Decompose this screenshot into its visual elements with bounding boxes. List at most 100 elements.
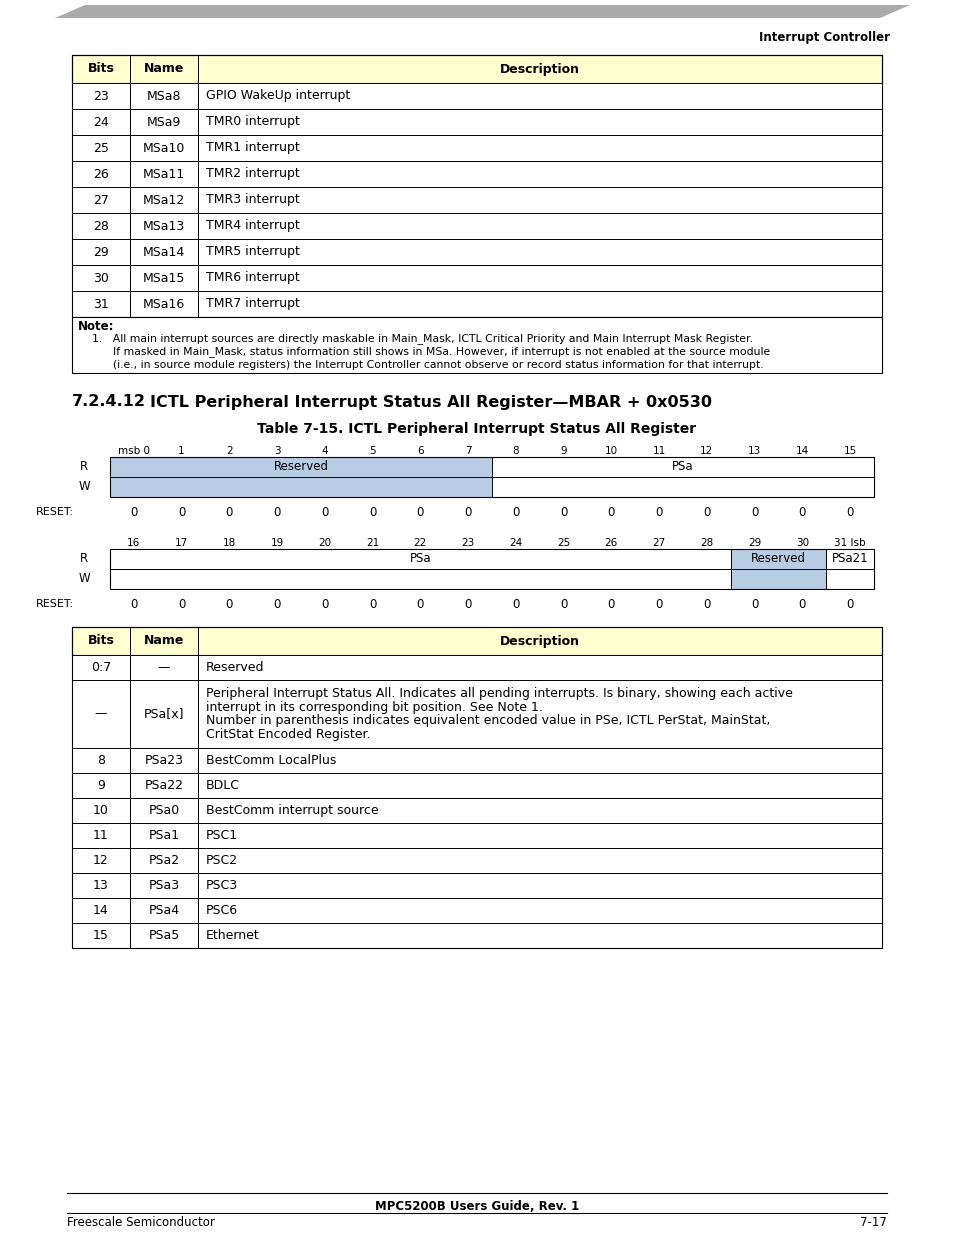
Text: 0: 0 <box>798 598 805 610</box>
Bar <box>71 161 882 186</box>
Text: MSa13: MSa13 <box>143 220 185 232</box>
Text: 23: 23 <box>461 538 475 548</box>
Bar <box>71 240 882 266</box>
Text: msb 0: msb 0 <box>118 446 150 456</box>
Text: 0: 0 <box>798 505 805 519</box>
Text: 0: 0 <box>274 505 280 519</box>
Text: interrupt in its corresponding bit position. See Note 1.: interrupt in its corresponding bit posit… <box>206 700 542 714</box>
Bar <box>730 550 825 569</box>
Text: 31: 31 <box>93 298 109 310</box>
Text: 0: 0 <box>750 598 758 610</box>
Text: 26: 26 <box>604 538 618 548</box>
Text: 27: 27 <box>652 538 665 548</box>
Text: PSa23: PSa23 <box>144 755 183 767</box>
Bar <box>71 898 882 923</box>
Text: 29: 29 <box>93 246 109 258</box>
Text: Peripheral Interrupt Status All. Indicates all pending interrupts. Is binary, sh: Peripheral Interrupt Status All. Indicat… <box>206 687 792 700</box>
Text: 14: 14 <box>93 904 109 918</box>
Bar <box>825 550 873 569</box>
Text: PSa4: PSa4 <box>149 904 179 918</box>
Bar <box>71 848 882 873</box>
Text: TMR2 interrupt: TMR2 interrupt <box>206 168 299 180</box>
Text: 0: 0 <box>178 598 185 610</box>
Bar <box>492 477 873 496</box>
Bar <box>71 83 882 109</box>
Text: PSC6: PSC6 <box>206 904 238 918</box>
Text: W: W <box>78 480 90 494</box>
Text: 16: 16 <box>127 538 140 548</box>
Bar <box>730 569 825 589</box>
Text: 13: 13 <box>747 446 760 456</box>
Text: 0: 0 <box>369 505 375 519</box>
Text: 0: 0 <box>559 505 567 519</box>
Text: PSa3: PSa3 <box>149 879 179 892</box>
Bar <box>71 923 882 948</box>
Text: TMR7 interrupt: TMR7 interrupt <box>206 298 299 310</box>
Bar <box>71 212 882 240</box>
Text: 0: 0 <box>559 598 567 610</box>
Text: Interrupt Controller: Interrupt Controller <box>759 32 889 44</box>
Text: 4: 4 <box>321 446 328 456</box>
Text: 0: 0 <box>464 505 472 519</box>
Text: 30: 30 <box>795 538 808 548</box>
Text: 8: 8 <box>97 755 105 767</box>
Text: 0:7: 0:7 <box>91 661 111 674</box>
Text: 7.2.4.12: 7.2.4.12 <box>71 394 146 410</box>
Bar <box>110 550 730 569</box>
Text: 0: 0 <box>702 598 710 610</box>
Bar <box>110 477 492 496</box>
Text: 15: 15 <box>93 929 109 942</box>
Text: 1: 1 <box>178 446 185 456</box>
Text: 31 lsb: 31 lsb <box>834 538 865 548</box>
Text: 10: 10 <box>604 446 618 456</box>
Text: ICTL Peripheral Interrupt Status All Register—MBAR + 0x0530: ICTL Peripheral Interrupt Status All Reg… <box>150 394 711 410</box>
Text: 0: 0 <box>226 505 233 519</box>
Text: 28: 28 <box>700 538 713 548</box>
Text: —: — <box>94 708 107 720</box>
Text: Reserved: Reserved <box>750 552 805 566</box>
Text: 24: 24 <box>93 116 109 128</box>
Text: 0: 0 <box>845 598 853 610</box>
Text: 0: 0 <box>655 505 662 519</box>
Text: 11: 11 <box>652 446 665 456</box>
Text: 0: 0 <box>512 505 519 519</box>
Text: PSa0: PSa0 <box>149 804 179 818</box>
Text: Description: Description <box>499 63 579 75</box>
Text: TMR5 interrupt: TMR5 interrupt <box>206 246 299 258</box>
Bar <box>71 56 882 83</box>
Text: MSa14: MSa14 <box>143 246 185 258</box>
Text: 3: 3 <box>274 446 280 456</box>
Text: PSa2: PSa2 <box>149 853 179 867</box>
Text: 0: 0 <box>655 598 662 610</box>
Text: 27: 27 <box>93 194 109 206</box>
Text: W: W <box>78 573 90 585</box>
Text: 1.   All main interrupt sources are directly maskable in Main_Mask, ICTL Critica: 1. All main interrupt sources are direct… <box>91 333 752 345</box>
Bar <box>71 655 882 680</box>
Text: 0: 0 <box>274 598 280 610</box>
Text: 0: 0 <box>226 598 233 610</box>
Text: 0: 0 <box>702 505 710 519</box>
Text: PSC2: PSC2 <box>206 853 238 867</box>
Text: RESET:: RESET: <box>36 508 74 517</box>
Bar <box>71 680 882 748</box>
Text: 28: 28 <box>93 220 109 232</box>
Text: 25: 25 <box>93 142 109 154</box>
Text: 0: 0 <box>607 505 615 519</box>
Text: MSa11: MSa11 <box>143 168 185 180</box>
Text: TMR3 interrupt: TMR3 interrupt <box>206 194 299 206</box>
Bar <box>71 186 882 212</box>
Text: PSa5: PSa5 <box>149 929 179 942</box>
Text: 0: 0 <box>130 505 137 519</box>
Text: 13: 13 <box>93 879 109 892</box>
Text: MSa9: MSa9 <box>147 116 181 128</box>
Text: BestComm LocalPlus: BestComm LocalPlus <box>206 755 336 767</box>
Text: PSC3: PSC3 <box>206 879 238 892</box>
Bar <box>71 109 882 135</box>
Text: 6: 6 <box>416 446 423 456</box>
Text: 0: 0 <box>130 598 137 610</box>
Text: 22: 22 <box>414 538 427 548</box>
Text: PSa21: PSa21 <box>831 552 867 566</box>
Text: 18: 18 <box>222 538 235 548</box>
Text: R: R <box>80 461 88 473</box>
Text: Table 7-15. ICTL Peripheral Interrupt Status All Register: Table 7-15. ICTL Peripheral Interrupt St… <box>257 422 696 436</box>
